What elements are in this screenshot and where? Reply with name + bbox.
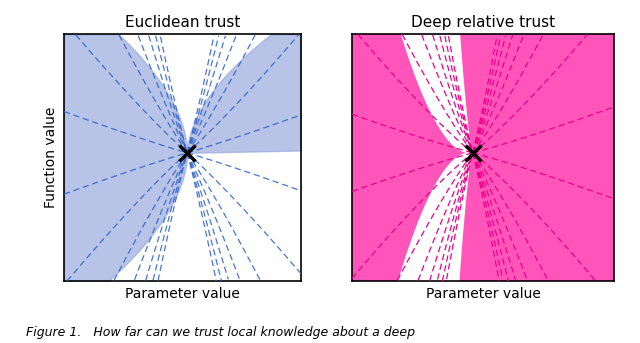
Polygon shape <box>398 34 472 281</box>
Y-axis label: Function value: Function value <box>44 107 58 209</box>
Title: Deep relative trust: Deep relative trust <box>411 15 556 31</box>
X-axis label: Parameter value: Parameter value <box>426 287 541 301</box>
X-axis label: Parameter value: Parameter value <box>125 287 240 301</box>
Title: Euclidean trust: Euclidean trust <box>125 15 240 31</box>
Text: Figure 1.   How far can we trust local knowledge about a deep: Figure 1. How far can we trust local kno… <box>26 326 415 339</box>
